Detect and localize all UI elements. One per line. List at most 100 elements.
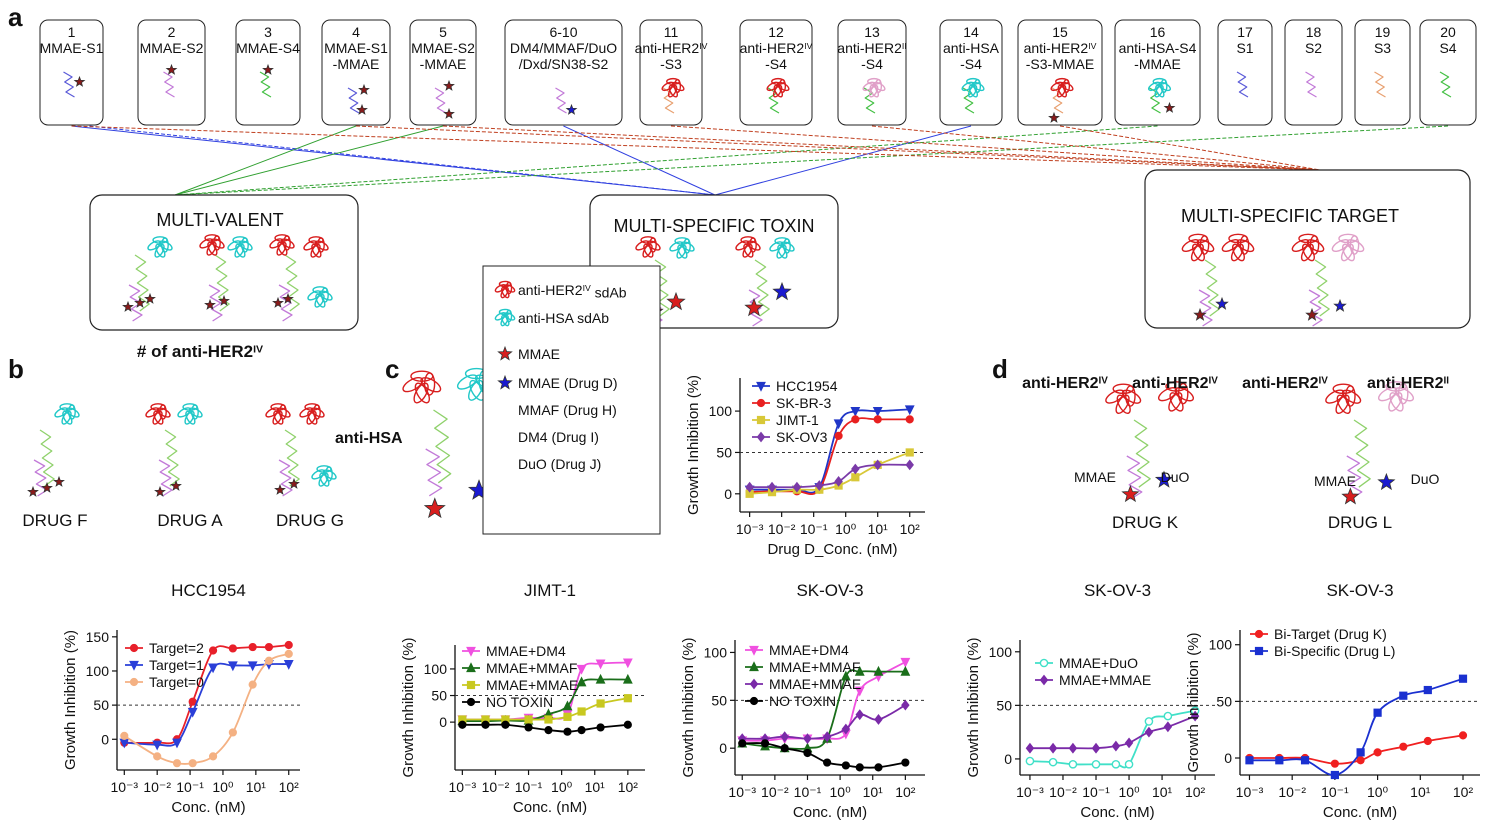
data-point	[458, 720, 467, 729]
sdab-icon	[1050, 77, 1074, 98]
sdab-strand	[410, 370, 434, 382]
sdab-strand	[1341, 243, 1355, 262]
data-point	[576, 664, 587, 675]
x-axis-label: Conc. (nM)	[1080, 804, 1154, 821]
sdab-strand	[1116, 394, 1131, 414]
construct-name: MMAE-S2	[140, 40, 204, 56]
sdab-strand	[276, 407, 291, 418]
sdab-strand	[1301, 243, 1315, 262]
y-tick-label: 0	[101, 731, 109, 747]
y-tick-label: 100	[704, 644, 728, 660]
target-label-sup: IV	[1209, 376, 1219, 387]
linker-chain	[1439, 71, 1452, 98]
construct-name: MMAE-S2	[411, 40, 475, 56]
data-point	[851, 473, 860, 482]
linker-chain	[433, 409, 452, 484]
y-tick-label: 0	[1224, 750, 1232, 766]
sdab-icon	[862, 77, 886, 98]
sdab-strand	[1389, 392, 1404, 412]
data-point	[1039, 674, 1049, 686]
data-point	[1330, 759, 1339, 768]
legend-text: anti-HER2IV sdAb	[518, 282, 627, 300]
data-point	[834, 475, 843, 487]
connection-line	[174, 125, 357, 196]
panel-label: b	[8, 354, 24, 384]
construct-name: -S3	[660, 56, 682, 72]
construct-name-main: anti-HER2	[740, 40, 805, 56]
data-point	[873, 665, 884, 676]
sdab-icon	[1221, 233, 1255, 262]
sdab-strand	[315, 293, 326, 308]
construct-name: -S4	[960, 56, 982, 72]
construct-number: 14	[963, 24, 979, 40]
sdab-strand	[1174, 387, 1195, 402]
construct-box	[939, 19, 1003, 126]
sdab-icon	[1291, 233, 1325, 262]
sdab-icon	[145, 403, 171, 425]
sdab-strand	[1388, 392, 1403, 412]
sdab-strand	[1188, 233, 1208, 244]
sdab-strand	[1338, 233, 1358, 244]
linker-chain	[555, 87, 567, 114]
toxin-star	[1377, 472, 1396, 491]
data-point	[822, 731, 832, 743]
construct-number: 11	[664, 24, 679, 40]
construct-name: MMAE-S1	[324, 40, 388, 56]
data-point	[1144, 717, 1154, 726]
data-point	[1163, 721, 1173, 733]
sdab-icon	[1147, 77, 1172, 98]
sdab-strand	[414, 382, 431, 404]
data-point	[780, 731, 789, 743]
y-tick-label: 100	[1209, 637, 1233, 653]
sdab-strand	[65, 407, 80, 418]
toxin-star	[443, 107, 455, 119]
data-point	[208, 646, 218, 655]
x-tick-label: 10⁻²	[1049, 784, 1077, 800]
x-tick-label: 10¹	[1410, 784, 1431, 800]
connection-line	[174, 125, 1449, 196]
data-point	[227, 661, 238, 672]
linker-chain	[39, 429, 55, 487]
y-tick-label: 0	[439, 714, 447, 730]
data-point	[1048, 757, 1058, 767]
sdab-strand	[235, 243, 246, 258]
panel-label: d	[992, 354, 1008, 384]
sdab-strand	[1190, 243, 1204, 262]
legend-label: MMAE+DM4	[769, 642, 849, 658]
data-point	[577, 726, 586, 735]
sdab-strand	[273, 410, 284, 425]
construct-name-main: anti-HER2	[837, 40, 902, 56]
sdab-icon	[307, 286, 333, 308]
data-point	[901, 758, 910, 767]
construct-number: 12	[768, 24, 784, 40]
construct-box	[1114, 19, 1201, 126]
connection-line	[442, 125, 1321, 171]
payload-label: MMAE	[1074, 469, 1116, 485]
construct-name: anti-HSA	[943, 40, 1000, 56]
toxin-star	[165, 63, 178, 75]
sdab-icon	[1325, 383, 1362, 415]
linker-chain	[1374, 71, 1386, 98]
data-point	[622, 658, 633, 669]
data-point	[872, 406, 883, 417]
sdab-strand	[468, 379, 484, 401]
drug-label: DRUG G	[276, 511, 344, 530]
data-point	[1190, 710, 1200, 722]
sdab-strand	[777, 244, 788, 259]
y-tick-label: 0	[1004, 751, 1012, 767]
toxin-star	[53, 475, 65, 487]
toxin-star	[772, 281, 792, 301]
sdab-strand	[668, 84, 679, 98]
sdab-strand	[1341, 389, 1362, 404]
linker-chain	[163, 71, 175, 98]
drug-label: DRUG A	[157, 511, 223, 530]
data-point	[749, 678, 759, 690]
toxin-star	[204, 298, 216, 310]
toxin-star	[666, 291, 686, 311]
target-label: anti-HER2IV	[1242, 375, 1328, 392]
connection-line	[1059, 125, 1321, 171]
sdab-strand	[1115, 394, 1130, 415]
y-axis-label: Growth Inhibition (%)	[685, 375, 702, 515]
data-point	[803, 748, 812, 758]
y-tick-label: 50	[716, 444, 732, 460]
